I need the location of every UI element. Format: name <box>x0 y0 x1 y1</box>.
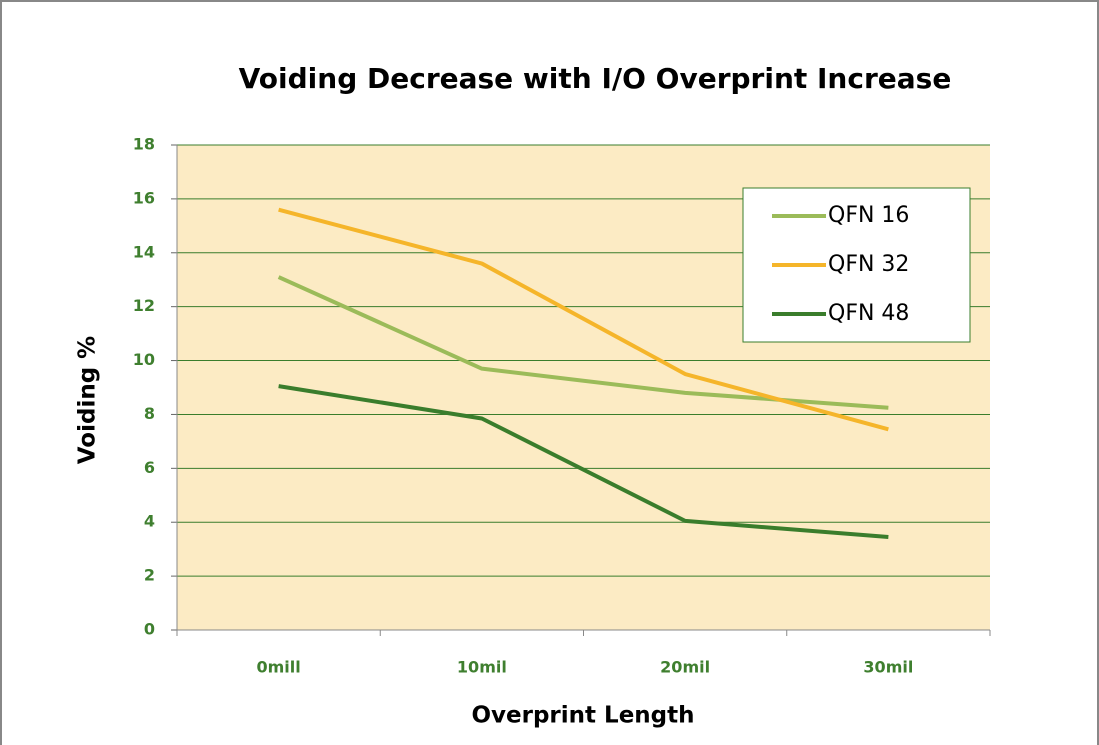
series-line <box>278 207 889 432</box>
y-tick-label: 18 <box>133 135 155 154</box>
legend-label: QFN 48 <box>828 301 909 326</box>
y-tick-label: 2 <box>144 566 155 585</box>
x-axis-title: Overprint Length <box>471 703 694 729</box>
legend-label: QFN 32 <box>828 252 909 277</box>
x-tick-label: 10mil <box>457 658 507 677</box>
y-tick-label: 8 <box>144 404 155 423</box>
y-tick-label: 10 <box>133 350 155 369</box>
legend-label: QFN 16 <box>828 203 909 228</box>
y-tick-label: 12 <box>133 296 155 315</box>
y-tick-label: 0 <box>144 620 155 639</box>
y-tick-label: 14 <box>133 242 155 261</box>
y-tick-label: 6 <box>144 458 155 477</box>
x-tick-label: 20mil <box>660 658 710 677</box>
x-tick-label: 0mill <box>256 658 300 677</box>
y-tick-label: 4 <box>144 512 155 531</box>
y-axis-title: Voiding % <box>75 336 101 464</box>
series-line <box>278 384 889 540</box>
x-tick-label: 30mil <box>863 658 913 677</box>
y-tick-label: 16 <box>133 188 155 207</box>
chart-title: Voiding Decrease with I/O Overprint Incr… <box>239 62 952 95</box>
